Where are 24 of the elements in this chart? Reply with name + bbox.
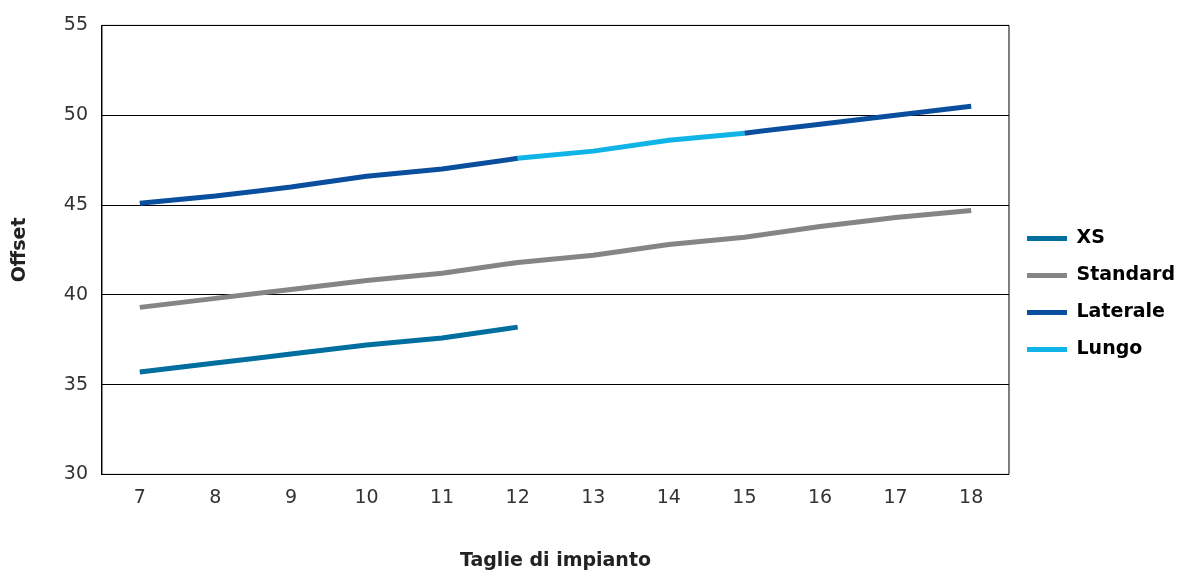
x-tick-label: 17 xyxy=(883,484,908,507)
y-tick-label: 50 xyxy=(63,102,88,125)
x-tick-label: 14 xyxy=(656,484,681,507)
y-tick-label: 40 xyxy=(63,281,88,304)
y-tick-label: 55 xyxy=(63,12,88,35)
legend-label: Laterale xyxy=(1076,299,1165,322)
legend-label: XS xyxy=(1076,225,1105,248)
x-tick-label: 12 xyxy=(505,484,530,507)
x-tick-label: 15 xyxy=(732,484,757,507)
x-tick-label: 18 xyxy=(959,484,984,507)
legend-label: Lungo xyxy=(1076,336,1143,359)
x-tick-label: 8 xyxy=(209,484,222,507)
y-axis-title: Offset xyxy=(7,217,30,283)
x-axis-title: Taglie di impianto xyxy=(459,547,652,570)
x-tick-label: 10 xyxy=(354,484,379,507)
y-tick-label: 35 xyxy=(63,371,88,394)
x-tick-label: 16 xyxy=(807,484,833,507)
y-tick-label: 45 xyxy=(63,191,88,214)
legend-label: Standard xyxy=(1076,262,1176,285)
x-tick-label: 13 xyxy=(581,484,606,507)
y-tick-label: 30 xyxy=(63,461,88,484)
x-tick-label: 9 xyxy=(284,484,297,507)
x-tick-label: 7 xyxy=(133,484,146,507)
x-tick-label: 11 xyxy=(430,484,455,507)
